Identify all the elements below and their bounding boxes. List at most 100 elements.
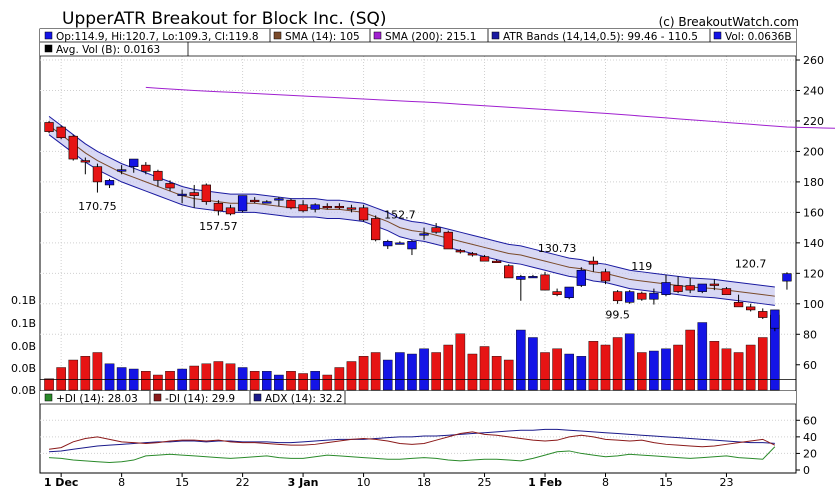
legend-mdi-swatch	[153, 393, 162, 402]
price-tick-label: 240	[803, 84, 824, 97]
volume-bar	[588, 341, 599, 391]
candle-body	[141, 164, 151, 172]
indicator-axis: 0 20 40 60	[796, 414, 817, 477]
candle-body	[44, 122, 54, 132]
sma200-line	[145, 86, 835, 129]
candle-body	[129, 158, 139, 167]
volume-bar	[370, 352, 381, 391]
candle-body	[407, 241, 417, 250]
legend-sma14-swatch	[273, 31, 282, 40]
price-tick-label: 60	[803, 359, 817, 372]
volume-bar	[479, 346, 490, 391]
candle-body	[516, 276, 526, 280]
volume-tick-label: 0.0B	[11, 362, 36, 375]
price-tick-label: 260	[803, 54, 824, 67]
price-annotation: 170.75	[78, 200, 117, 213]
legend-vol: Vol: 0.0636B	[725, 31, 792, 43]
volume-bar	[274, 374, 284, 391]
price-annotation: 119	[631, 260, 652, 273]
volume-bar	[56, 367, 66, 391]
candle-body	[92, 166, 103, 183]
volume-bar	[249, 371, 260, 391]
volume-bar	[431, 352, 441, 391]
candle-body	[721, 288, 732, 295]
candle-body	[673, 285, 683, 292]
x-tick-label: 8	[118, 476, 125, 489]
candle-body	[262, 201, 272, 204]
candle-body	[746, 306, 756, 311]
candle-body	[56, 126, 66, 139]
volume-bar	[709, 341, 720, 391]
volume-bar	[141, 371, 151, 391]
x-tick-label: 15	[175, 476, 189, 489]
candle-body	[637, 292, 647, 300]
volume-bar	[516, 329, 526, 391]
indicator-tick-label: 60	[803, 414, 817, 427]
price-annotation: 99.5	[605, 309, 630, 322]
x-tick-label: 15	[659, 476, 673, 489]
candle-body	[346, 207, 357, 210]
indicator-panel	[39, 390, 797, 474]
candle-body	[576, 269, 586, 286]
volume-bar	[395, 352, 405, 391]
candle-body	[419, 233, 429, 236]
volume-bar	[261, 371, 272, 391]
volume-bar	[757, 337, 768, 391]
indicator-tick-label: 40	[803, 431, 817, 444]
volume-bar	[358, 356, 369, 391]
candle-body	[395, 242, 405, 245]
volume-bar	[455, 333, 466, 391]
candle-body	[697, 283, 707, 292]
candle-body	[612, 291, 623, 302]
price-tick-label: 120	[803, 267, 824, 280]
copyright: (c) BreakoutWatch.com	[659, 15, 799, 29]
candles	[44, 120, 792, 332]
volume-bar	[697, 322, 708, 391]
candle-body	[479, 256, 490, 262]
x-tick-label: 18	[417, 476, 431, 489]
price-annotation: 157.57	[199, 220, 238, 233]
volume-bar	[540, 352, 550, 391]
candle-body	[383, 241, 393, 247]
candle-body	[286, 199, 296, 209]
adx-line	[49, 428, 775, 453]
volume-bar	[92, 352, 103, 391]
candle-body	[600, 271, 611, 282]
volume-bar	[491, 356, 502, 391]
legend-ohlc: Op:114.9, Hi:120.7, Lo:109.3, Cl:119.8	[56, 31, 259, 43]
price-tick-label: 180	[803, 176, 824, 189]
candle-body	[201, 184, 211, 203]
volume-bar	[721, 348, 732, 391]
volume-bar	[322, 374, 333, 391]
legend-avgvol-swatch	[44, 44, 53, 53]
legend: Op:114.9, Hi:120.7, Lo:109.3, Cl:119.8 S…	[40, 29, 796, 57]
x-tick-label: 23	[719, 476, 733, 489]
x-axis: 1 Dec 8 15 22 3 Jan 10 18 25 1 Feb 8 15 23	[44, 473, 733, 489]
legend-mdi: -DI (14): 29.9	[165, 393, 235, 405]
volume-bar	[612, 337, 623, 391]
volume-bar	[685, 329, 695, 391]
candle-body	[431, 227, 441, 233]
price-annotation: 130.73	[538, 242, 577, 255]
volume-bar	[649, 350, 659, 391]
candle-body	[250, 199, 260, 203]
volume-bar	[745, 344, 756, 391]
candle-body	[528, 276, 538, 279]
volume-tick-label: 0.1B	[11, 317, 36, 330]
volume-bar	[44, 378, 54, 391]
plus-di-line	[49, 446, 776, 464]
x-tick-label: 1 Feb	[528, 476, 562, 489]
candle-body	[504, 265, 514, 279]
candle-body	[758, 311, 768, 318]
volume-bar	[237, 367, 248, 391]
legend-sma200: SMA (200): 215.1	[385, 31, 476, 43]
candle-body	[116, 169, 127, 172]
x-tick-label: 3 Jan	[288, 476, 319, 489]
candle-body	[709, 283, 720, 286]
legend-atr-swatch	[491, 31, 500, 40]
candle-body	[165, 183, 175, 189]
legend-vol-swatch	[713, 31, 722, 40]
candle-body	[298, 204, 308, 212]
candle-body	[80, 160, 90, 163]
indicator-tick-label: 20	[803, 447, 817, 460]
